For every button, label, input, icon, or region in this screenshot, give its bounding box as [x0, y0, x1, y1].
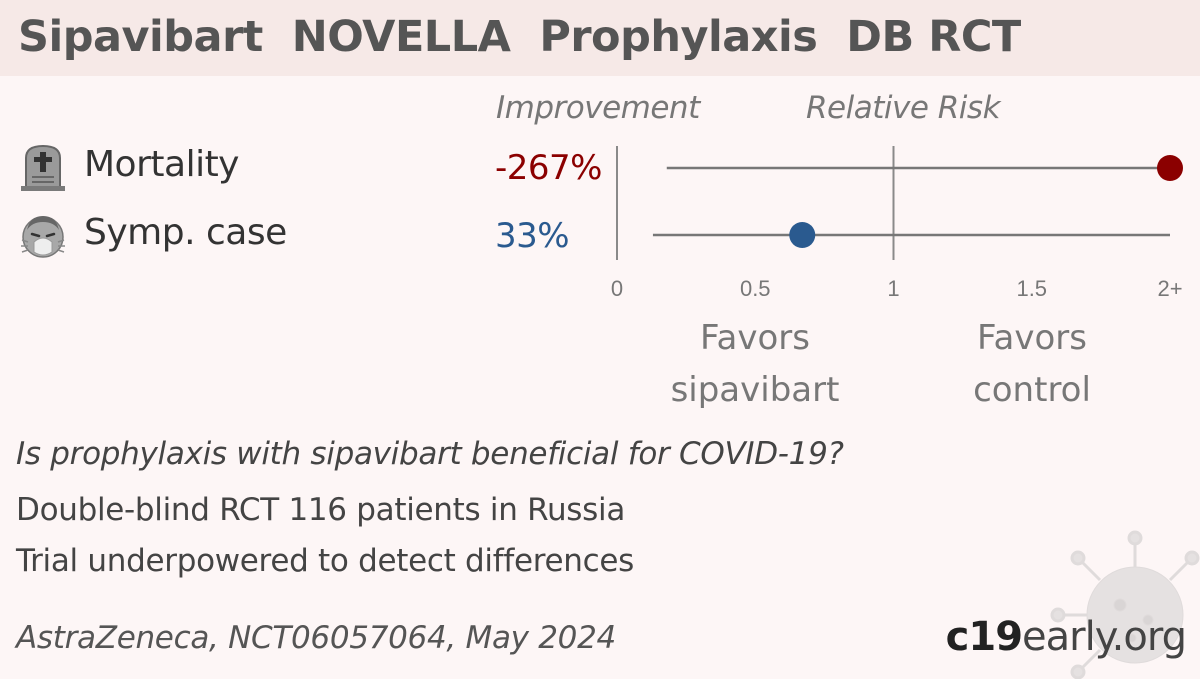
source-citation: AstraZeneca, NCT06057064, May 2024 — [16, 620, 616, 656]
virus-watermark-icon — [1050, 530, 1200, 679]
x-tick-label: 2+ — [1157, 276, 1182, 301]
favors-left-text: Favors sipavibart — [670, 318, 840, 410]
point-estimate-1 — [789, 222, 816, 248]
improvement-column-header: Improvement — [496, 90, 700, 126]
header-bar: Sipavibart NOVELLA Prophylaxis DB RCT — [0, 0, 1200, 76]
fact-design: Double-blind RCT 116 patients in Russia — [16, 492, 626, 528]
favors-right-label: Favors control — [912, 312, 1152, 416]
x-tick-label: 0 — [611, 276, 623, 301]
sneezing-face-icon — [21, 216, 65, 258]
study-question: Is prophylaxis with sipavibart beneficia… — [16, 436, 844, 472]
brand-logo[interactable]: c19early.org — [945, 614, 1187, 660]
brand-bold: c19 — [945, 614, 1023, 660]
row-value-symp-case: 33% — [495, 216, 570, 256]
row-label-mortality: Mortality — [84, 144, 240, 185]
x-tick-label: 1.5 — [1016, 276, 1047, 301]
point-estimate-0 — [1157, 155, 1183, 181]
brand-rest: early.org — [1022, 614, 1187, 660]
favors-right-text: Favors control — [973, 318, 1091, 410]
relative-risk-column-header: Relative Risk — [806, 90, 1001, 126]
x-tick-label: 0.5 — [740, 276, 771, 301]
tombstone-icon — [21, 144, 65, 191]
page-title: Sipavibart NOVELLA Prophylaxis DB RCT — [18, 12, 1021, 62]
fact-power: Trial underpowered to detect differences — [16, 543, 634, 579]
row-value-mortality: -267% — [495, 148, 602, 188]
row-label-symp-case: Symp. case — [84, 212, 287, 253]
favors-left-label: Favors sipavibart — [635, 312, 875, 416]
x-tick-label: 1 — [887, 276, 899, 301]
